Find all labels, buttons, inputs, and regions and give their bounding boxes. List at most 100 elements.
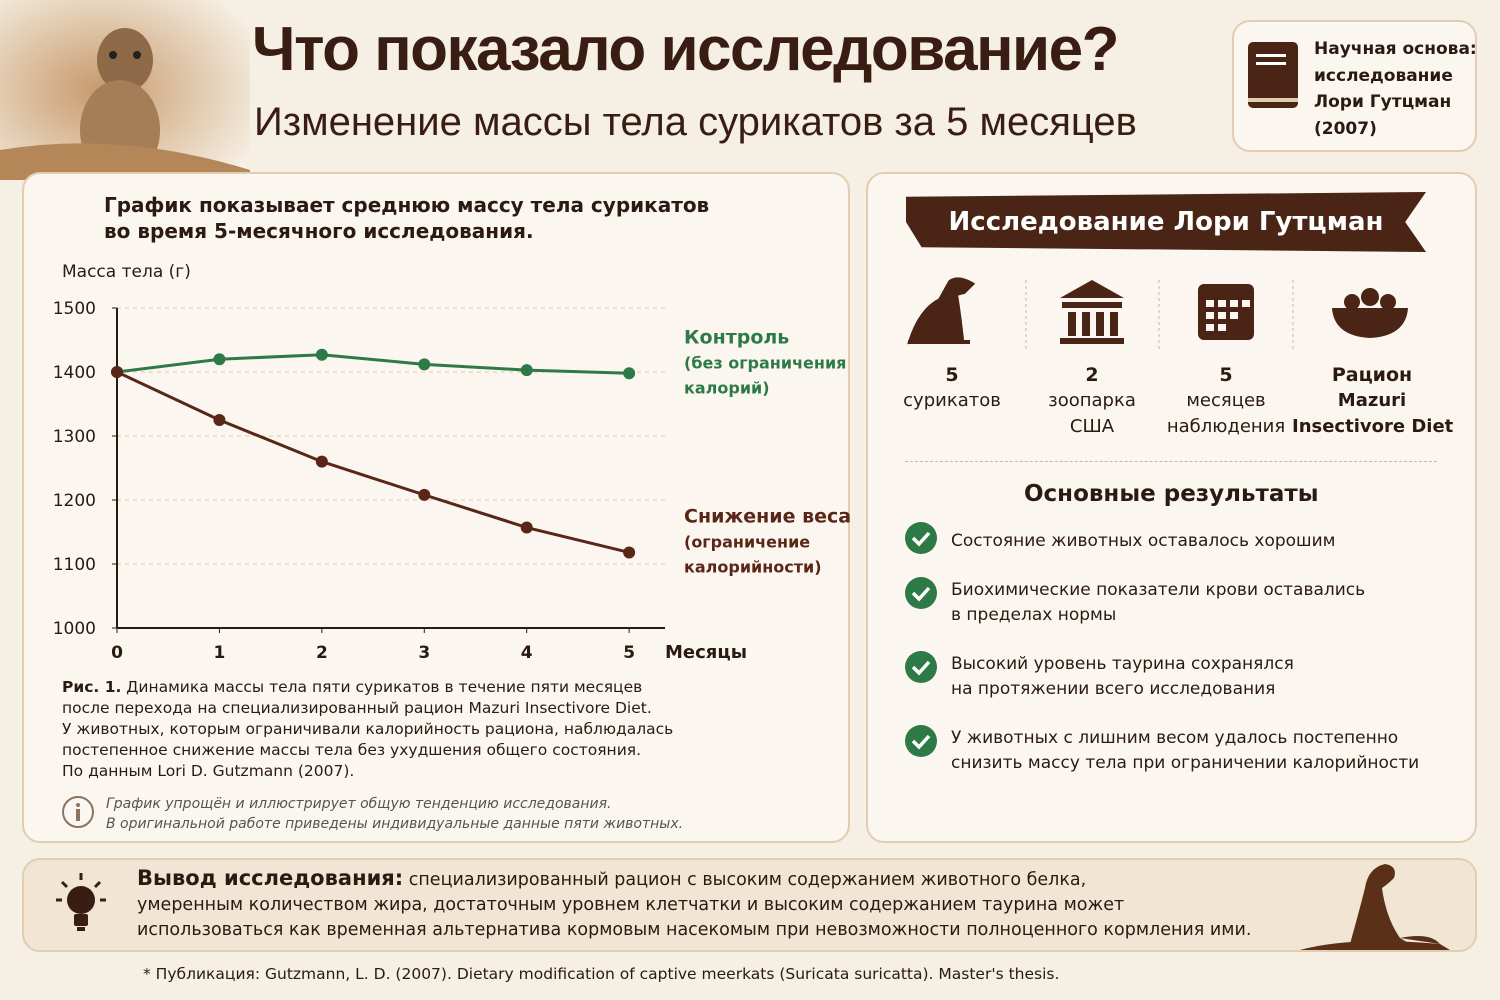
source-line: (2007) [1314, 118, 1377, 139]
chart-panel [22, 172, 850, 843]
y-tick-label: 1000 [53, 619, 96, 639]
result-line: на протяжении всего исследования [951, 679, 1276, 699]
caption-line: У животных, которым ограничивали калорий… [62, 720, 674, 738]
conclusion-line: использоваться как временная альтернатив… [137, 920, 1252, 940]
conclusion-line: Вывод исследования: специализированный р… [137, 866, 1251, 893]
y-axis-label: Масса тела (г) [62, 262, 191, 282]
data-point [213, 414, 226, 426]
legend-note: калорийности) [684, 557, 822, 576]
data-point [111, 366, 123, 378]
conclusion-panel [22, 858, 1477, 952]
conclusion-lead: Вывод исследования: [137, 866, 404, 890]
results-title: Основные результаты [1024, 481, 1319, 507]
study-banner: Исследование Лори Гутцман (2007) [906, 192, 1426, 252]
caption-line: График показывает среднюю массу тела сур… [104, 193, 710, 217]
series-line [116, 370, 630, 554]
stat-label: наблюдения [1166, 416, 1286, 437]
caption-line: Рис. 1. Динамика массы тела пяти сурикат… [62, 677, 673, 698]
result: Состояние животных оставалось хорошим [951, 529, 1335, 554]
meerkat-silhouette [1300, 864, 1450, 950]
note-line: График упрощён и иллюстрирует общую тенд… [106, 796, 612, 812]
chart-note: График упрощён и иллюстрирует общую тенд… [106, 794, 683, 834]
y-tick-label: 1500 [53, 299, 96, 319]
stat-label: США [1069, 416, 1115, 437]
title: Что показало исследование? [252, 15, 1120, 84]
data-point [315, 455, 328, 468]
source-box: Научная основа: исследование Лори Гутцма… [1232, 20, 1477, 152]
stat-value: 5 [945, 364, 959, 386]
note-line: В оригинальной работе приведены индивиду… [106, 816, 684, 832]
result-line: Состояние животных оставалось хорошим [951, 531, 1336, 551]
bulb-icon [56, 873, 106, 931]
stat-value: 5 [1219, 364, 1233, 386]
info-icon [62, 796, 94, 828]
x-tick-label: 3 [418, 643, 430, 663]
data-point [418, 358, 431, 371]
figure-caption: Рис. 1. Динамика массы тела пяти сурикат… [62, 677, 673, 782]
result: Высокий уровень таурина сохранялся на про… [951, 652, 1294, 702]
legend-note: (без ограничения [684, 353, 846, 372]
result: У животных с лишним весом удалось постеп… [951, 726, 1419, 776]
data-point [623, 546, 636, 559]
stat-value: 2 [1085, 364, 1099, 386]
divider [905, 461, 1437, 462]
footnote: * Публикация: Gutzmann, L. D. (2007). Di… [143, 965, 1060, 983]
data-point [213, 353, 226, 366]
caption-line: По данным Lori D. Gutzmann (2007). [62, 762, 355, 780]
stat: Рацион Mazuri Insectivore Diet [1292, 362, 1454, 440]
y-tick-label: 1400 [53, 363, 96, 383]
y-tick-label: 1300 [53, 427, 96, 447]
meerkat-photo [0, 0, 250, 180]
conclusion-line: умеренным количеством жира, достаточным … [137, 895, 1125, 915]
y-tick-label: 1200 [53, 491, 96, 511]
x-tick-label: 5 [623, 643, 635, 663]
data-point [520, 364, 533, 377]
caption-text: Динамика массы тела пяти сурикатов в теч… [121, 678, 643, 696]
conclusion-text: специализированный рацион с высоким соде… [403, 870, 1087, 890]
stat: 2 зоопарка США [1022, 362, 1162, 440]
result-line: Высокий уровень таурина сохранялся [951, 654, 1294, 674]
stat-label: зоопарка [1048, 390, 1136, 411]
legend-note: калорий) [684, 378, 770, 397]
result-line: снизить массу тела при ограничении калор… [951, 753, 1420, 773]
result-line: У животных с лишним весом удалось постеп… [951, 728, 1399, 748]
stat-value: Рацион [1331, 364, 1413, 386]
series-line [116, 353, 630, 375]
x-tick-label: 0 [111, 643, 123, 663]
caption-line: после перехода на специализированный рац… [62, 699, 652, 717]
stat-label: Mazuri [1337, 390, 1407, 411]
result-line: в пределах нормы [951, 605, 1117, 625]
legend-name: Снижение веса [684, 505, 850, 527]
source-line: Научная основа: [1314, 39, 1477, 59]
stat: 5 сурикатов [882, 362, 1022, 414]
chart-caption: График показывает среднюю массу тела сур… [104, 192, 709, 244]
data-point [520, 521, 533, 534]
data-point [418, 488, 431, 501]
x-axis-label: Месяцы [665, 642, 747, 663]
figure-label: Рис. 1. [62, 678, 122, 696]
x-tick-label: 2 [316, 643, 328, 663]
source-line: исследование [1314, 65, 1453, 86]
check-icons [905, 522, 937, 757]
legend-note: (ограничение [684, 532, 810, 551]
result-line: Биохимические показатели крови оставалис… [951, 580, 1366, 600]
result: Биохимические показатели крови оставалис… [951, 578, 1365, 628]
data-point [623, 367, 636, 380]
subtitle: Изменение массы тела сурикатов за 5 меся… [254, 100, 1137, 144]
legend-name: Контроль [684, 326, 789, 348]
data-point [315, 348, 328, 361]
stat-label: сурикатов [903, 390, 1001, 411]
source-line: Лори Гутцман [1314, 92, 1452, 112]
x-tick-label: 1 [214, 643, 226, 663]
caption-line: во время 5-месячного исследования. [104, 219, 534, 243]
y-tick-label: 1100 [53, 555, 96, 575]
book-icon [1248, 42, 1298, 108]
caption-line: постепенное снижение массы тела без ухуд… [62, 741, 642, 759]
conclusion: Вывод исследования: специализированный р… [137, 866, 1251, 943]
stat: 5 месяцев наблюдения [1156, 362, 1296, 440]
stat-label: Insectivore Diet [1292, 416, 1454, 437]
x-tick-label: 4 [521, 643, 533, 663]
stat-icons [907, 277, 1408, 350]
chart: Масса тела (г) 1000 1100 1200 1300 1400 1500 0 1… [53, 262, 850, 663]
